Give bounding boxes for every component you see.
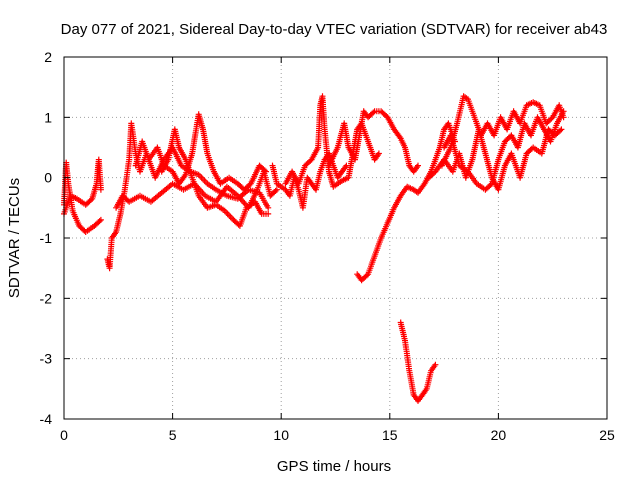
- data-point: [432, 361, 439, 368]
- data-point: [97, 216, 104, 223]
- y-tick-label: -2: [40, 290, 53, 306]
- data-point: [265, 210, 272, 217]
- data-point: [273, 186, 280, 193]
- data-point: [370, 109, 377, 116]
- data-points: [61, 93, 567, 404]
- data-point: [87, 197, 94, 203]
- x-axis-title: GPS time / hours: [277, 458, 391, 475]
- data-point: [96, 218, 103, 225]
- y-tick-label: -4: [40, 411, 53, 427]
- data-point: [560, 108, 567, 115]
- y-tick-label: -3: [40, 351, 53, 367]
- data-point: [415, 162, 421, 169]
- data-point: [557, 127, 564, 134]
- data-point: [272, 187, 279, 194]
- x-tick-label: 0: [60, 427, 68, 443]
- data-point: [375, 150, 382, 157]
- data-point: [558, 126, 565, 133]
- y-tick-label: 1: [44, 109, 52, 125]
- x-tick-label: 20: [491, 427, 507, 443]
- data-point: [363, 272, 370, 279]
- x-tick-label: 5: [169, 427, 177, 443]
- data-point: [265, 204, 272, 211]
- axis-ticks: 0 5 10 15 20 25 -4 -3 -2 -1 0 1 2: [40, 49, 615, 443]
- x-tick-label: 10: [273, 427, 289, 443]
- data-point: [97, 186, 104, 193]
- y-tick-label: 2: [44, 49, 52, 65]
- x-tick-label: 25: [599, 427, 615, 443]
- y-axis-title: SDTVAR / TECUs: [6, 178, 23, 298]
- data-point: [487, 181, 494, 188]
- y-tick-label: -1: [40, 230, 53, 246]
- data-point: [263, 168, 269, 175]
- x-tick-label: 15: [382, 427, 398, 443]
- y-tick-label: 0: [44, 170, 52, 186]
- data-point: [261, 167, 268, 174]
- chart-title: Day 077 of 2021, Sidereal Day-to-day VTE…: [61, 21, 608, 38]
